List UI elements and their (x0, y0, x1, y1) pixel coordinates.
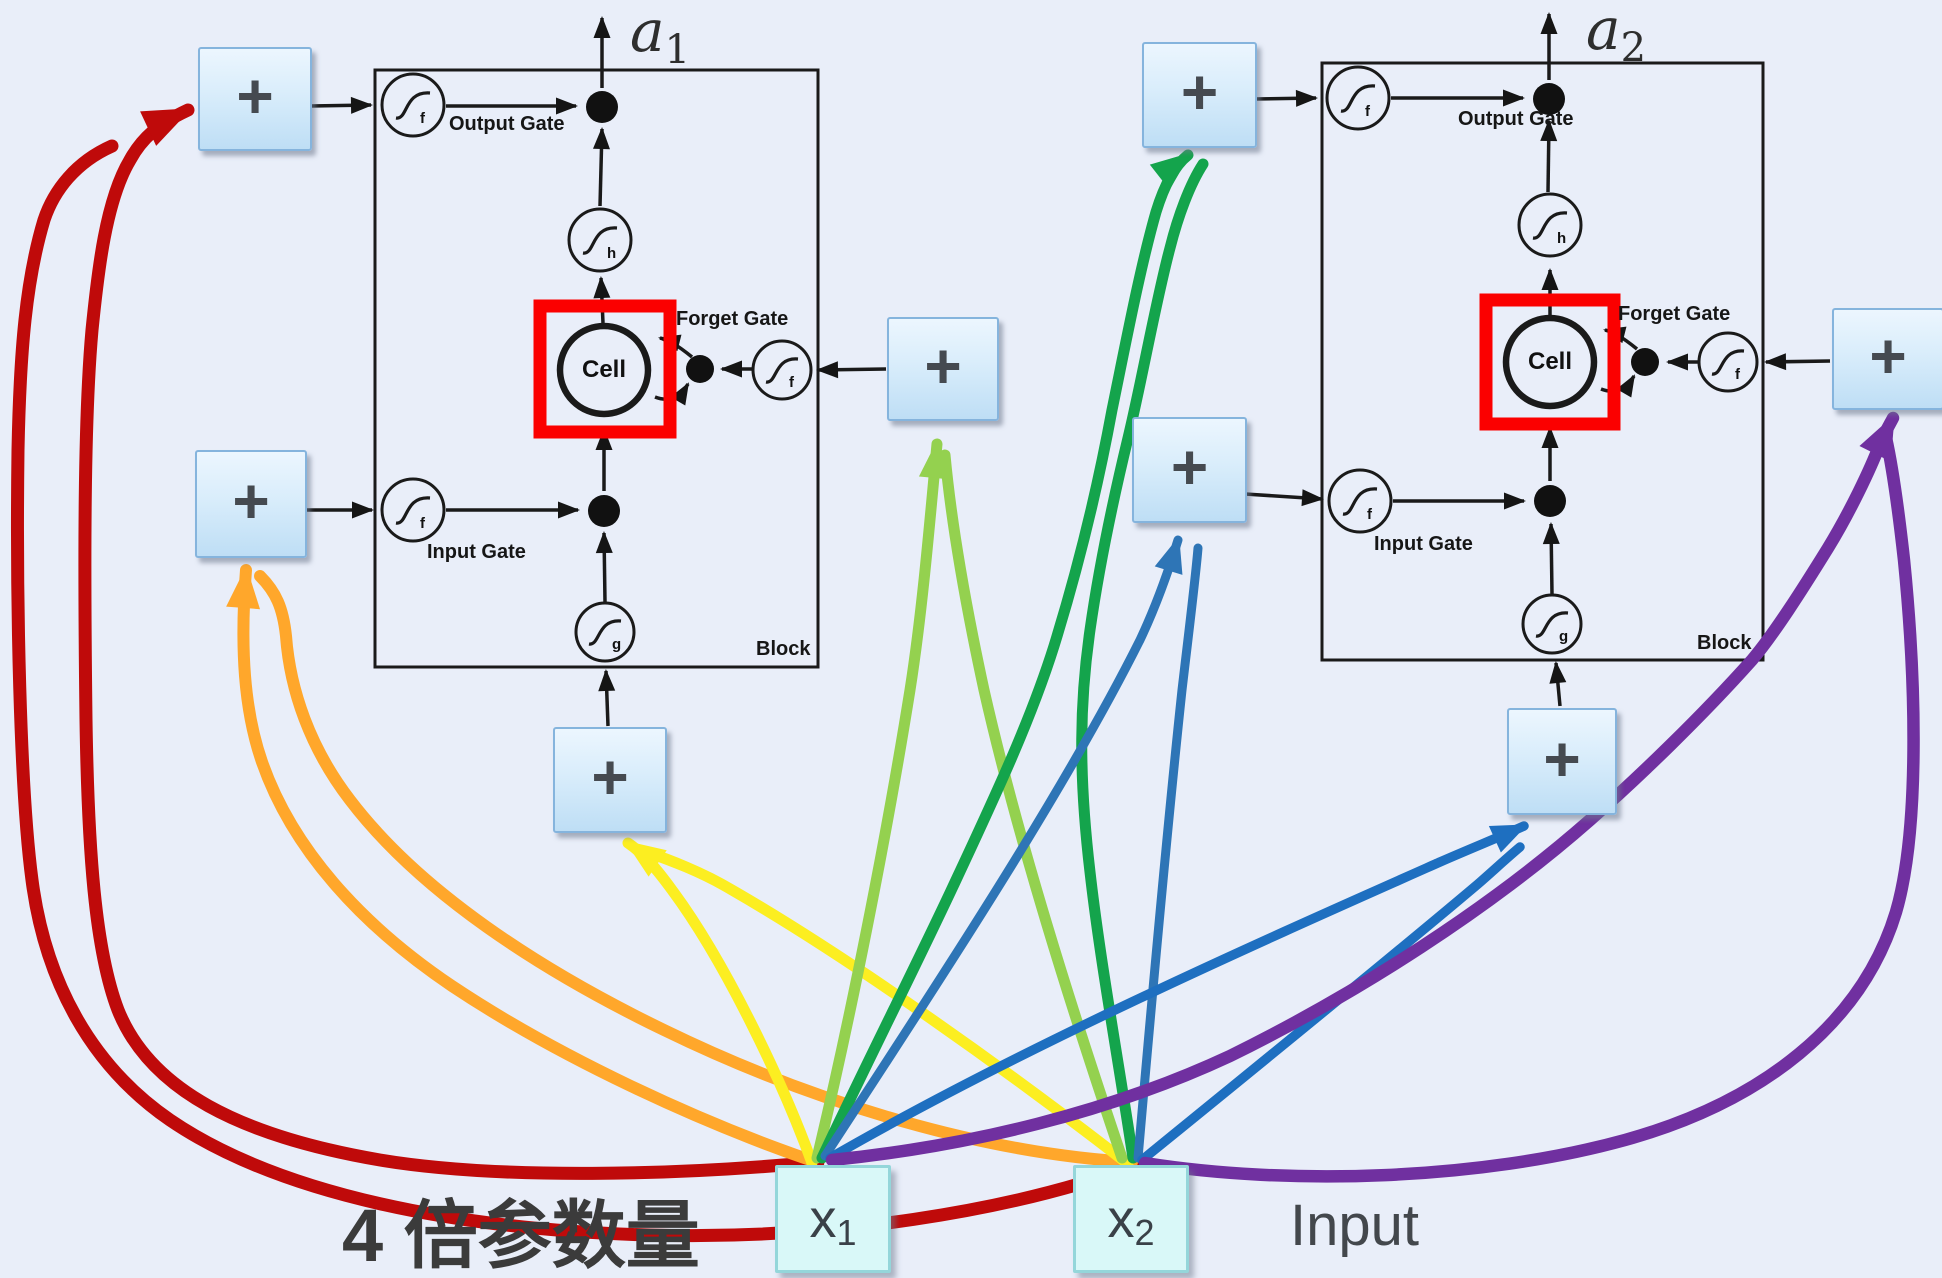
label-cell-1: Cell (581, 356, 626, 383)
svg-text:h: h (607, 245, 616, 262)
plus-icon: + (1869, 320, 1907, 392)
svg-text:f: f (420, 110, 426, 127)
weight-blue-x2 (1133, 543, 1203, 1163)
label-cell-2: Cell (1527, 348, 1572, 375)
weight-arrows (11, 103, 1920, 1243)
sum-node-l-output-gate: + (198, 47, 312, 151)
plus-icon: + (1180, 56, 1219, 128)
weight-orange-x2 (254, 570, 1138, 1168)
svg-text:h: h (1557, 230, 1566, 247)
weight-purple-x2 (1138, 431, 1920, 1183)
block-border (1320, 61, 1765, 662)
weight-yellow-x2 (638, 845, 1134, 1170)
svg-text:f: f (1367, 506, 1373, 523)
plus-icon: + (591, 741, 629, 813)
weight-blue2-x2 (1137, 842, 1525, 1165)
output-squash-sigmoid: h (1517, 192, 1583, 258)
forget-gate-sigmoid: f (1697, 331, 1759, 393)
svg-text:f: f (1365, 103, 1371, 120)
svg-text:g: g (1559, 628, 1568, 645)
multiply-dot (1631, 348, 1659, 376)
plus-icon: + (1170, 431, 1209, 503)
output-gate-sigmoid: f (1325, 65, 1391, 131)
input-x1-label: x (809, 1189, 837, 1249)
multiply-dot (586, 91, 618, 123)
svg-text:f: f (420, 515, 426, 532)
multiply-dot (686, 355, 714, 383)
output-squash-sigmoid: h (567, 207, 633, 273)
weight-red-x2 (11, 139, 1147, 1243)
lstm-block-2: f h f f g (1244, 12, 1831, 707)
weight-ygreen-x2 (939, 449, 1128, 1164)
plus-icon: + (232, 465, 270, 537)
weight-yellow-x1 (622, 837, 818, 1169)
weight-red-x1 (78, 103, 825, 1180)
svg-text:g: g (612, 636, 621, 653)
cell-circle (556, 322, 652, 418)
cell-highlight-box (533, 299, 677, 439)
cell-circle (1502, 314, 1598, 410)
input-squash-sigmoid: g (574, 601, 636, 663)
caption-parameter-note: 4 倍参数量 (342, 1194, 700, 1277)
label-output-gate-2: Output Gate (1458, 108, 1574, 130)
sum-node-r-forget-gate: + (1832, 308, 1942, 410)
label-block-1: Block (756, 638, 811, 660)
label-output-gate-1: Output Gate (449, 113, 565, 135)
input-x2-label: x (1107, 1189, 1135, 1249)
caption-input: Input (1290, 1193, 1419, 1258)
weight-ygreen-x1 (811, 438, 949, 1164)
label-input-gate-2: Input Gate (1374, 533, 1473, 555)
weight-orange-x1 (226, 564, 816, 1166)
svg-text:f: f (789, 374, 795, 391)
sum-node-l-cell-input: + (553, 727, 667, 833)
plus-icon: + (924, 330, 962, 402)
weight-green-x1 (816, 149, 1194, 1164)
input-gate-sigmoid: f (380, 477, 446, 543)
input-gate-sigmoid: f (1327, 468, 1393, 534)
cell-highlight-box (1479, 293, 1621, 431)
multiply-dot (1534, 485, 1566, 517)
output-gate-sigmoid: f (380, 72, 446, 138)
multiply-dot (588, 495, 620, 527)
label-forget-gate-1: Forget Gate (676, 308, 789, 330)
output-label-a1: a1 (630, 0, 691, 73)
label-forget-gate-2: Forget Gate (1618, 303, 1731, 325)
weight-green-x2 (1076, 158, 1209, 1164)
label-input-gate-1: Input Gate (427, 541, 526, 563)
forget-gate-sigmoid: f (751, 339, 813, 401)
multiply-dot (1533, 83, 1565, 115)
plus-icon: + (1543, 722, 1581, 795)
output-label-a2: a2 (1586, 0, 1647, 71)
sum-node-r-output-gate: + (1142, 42, 1257, 148)
weight-blue-x1 (820, 535, 1183, 1161)
input-squash-sigmoid: g (1521, 593, 1583, 655)
plus-icon: + (236, 60, 274, 132)
sum-node-l-forget-gate: + (887, 317, 999, 421)
lstm-block-1: f h f f g (305, 16, 887, 727)
weight-purple-x1 (825, 411, 1900, 1167)
sum-node-l-input-gate: + (195, 450, 307, 558)
sum-node-r-cell-input: + (1507, 708, 1617, 815)
svg-text:f: f (1735, 366, 1741, 383)
label-block-2: Block (1697, 632, 1752, 654)
sum-node-r-input-gate: + (1132, 417, 1247, 523)
weight-blue2-x1 (825, 821, 1529, 1163)
